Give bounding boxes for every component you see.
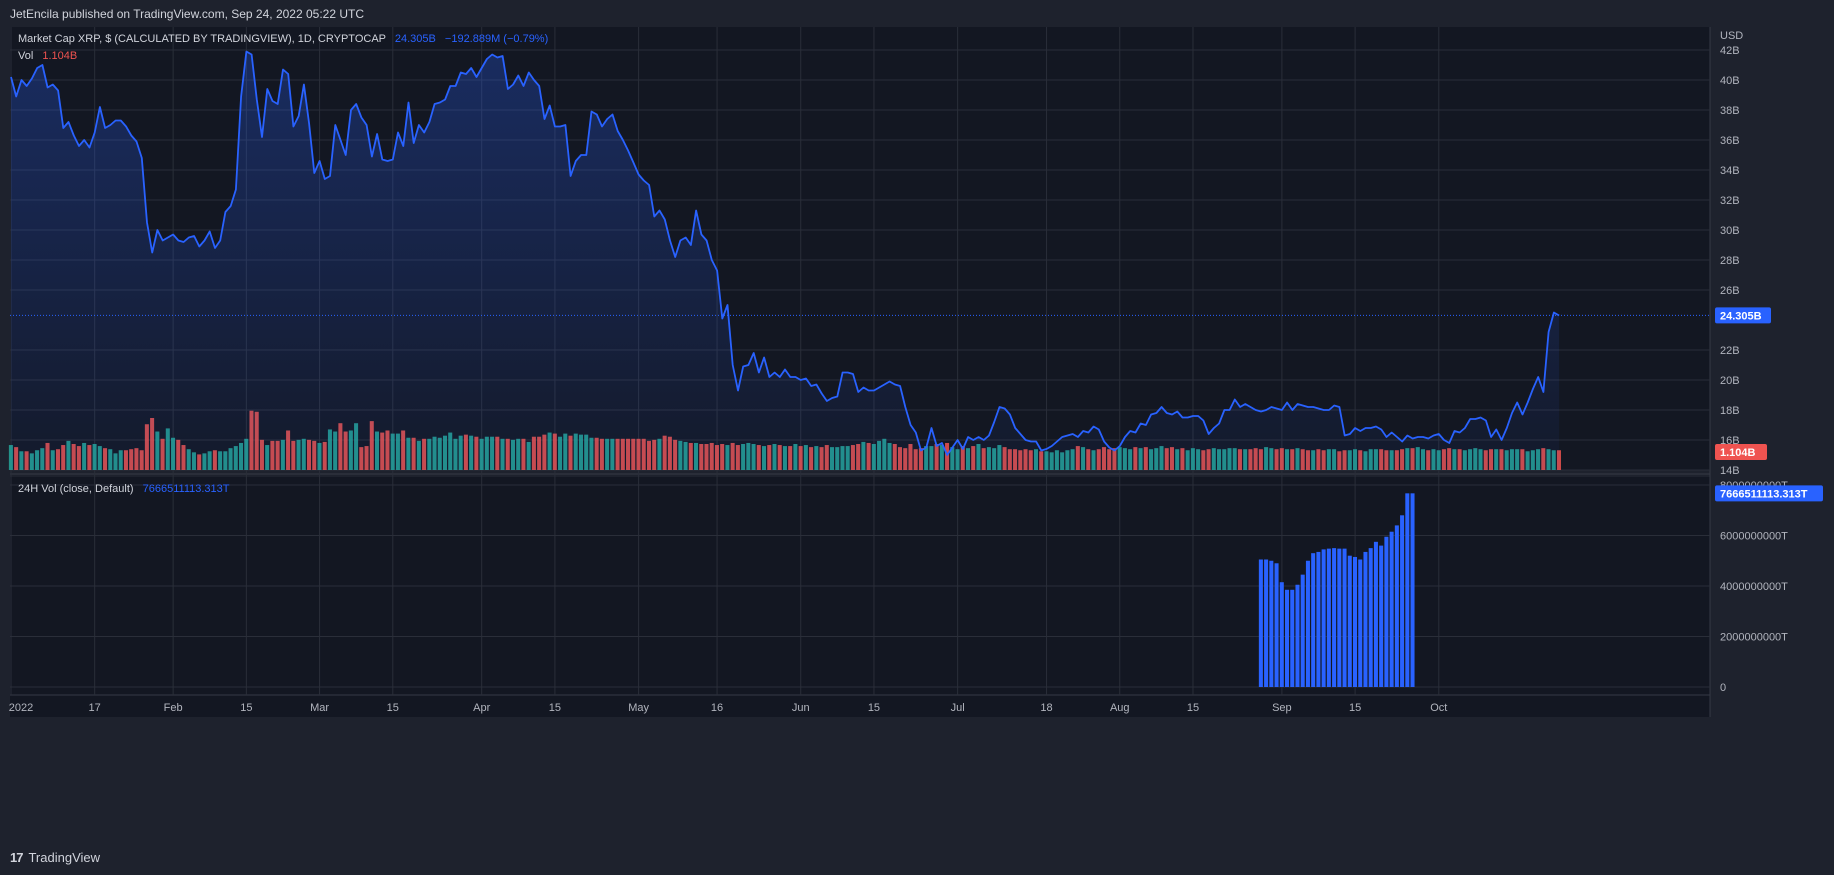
x-tick-label: 15 xyxy=(1349,702,1361,714)
main-legend: Market Cap XRP, $ (CALCULATED BY TRADING… xyxy=(18,33,548,45)
footer[interactable]: 17 TradingView xyxy=(10,850,100,865)
vol24-bar xyxy=(1405,493,1410,687)
vol24-bar xyxy=(1290,589,1295,687)
market-cap-area xyxy=(11,51,1560,470)
main-y-tick-label: 20B xyxy=(1720,375,1740,387)
vol24-bar xyxy=(1279,582,1284,687)
chart-frame[interactable]: 42B 40B 38B 36B 34B 32B 30B 28B 26B 22B 20B 18B 16B 1… xyxy=(0,27,1834,847)
x-tick-label: Mar xyxy=(310,702,329,714)
x-tick-label: 15 xyxy=(1187,702,1199,714)
vol-bar xyxy=(8,445,13,470)
vol24-bar xyxy=(1400,515,1405,687)
vol-legend: Vol 1.104B xyxy=(18,50,77,62)
time-axis-bg xyxy=(10,695,1710,717)
vol24-bar xyxy=(1373,541,1378,687)
vol24-bar xyxy=(1316,551,1321,687)
main-legend-value: 24.305B xyxy=(394,33,436,45)
last-price-badge: 24.305B xyxy=(1720,310,1762,322)
x-tick-label: 16 xyxy=(711,702,723,714)
last-vol-badge-bg xyxy=(1715,444,1767,460)
vol24-bar xyxy=(1368,548,1373,687)
vol24-bar xyxy=(1363,551,1368,687)
x-tick-label: 17 xyxy=(89,702,101,714)
vol24-bar xyxy=(1384,536,1389,687)
tradingview-logo-icon: 17 xyxy=(10,850,24,865)
vol24-bar xyxy=(1326,548,1331,687)
vol24-bar xyxy=(1347,555,1352,687)
x-tick-label: May xyxy=(628,702,649,714)
vol24-bar xyxy=(1410,493,1415,687)
x-tick-label: 18 xyxy=(1040,702,1052,714)
vol24-bar xyxy=(1285,589,1290,687)
vol24-bar xyxy=(1352,556,1358,687)
vol-legend-value: 1.104B xyxy=(42,50,78,62)
main-y-tick-label: 14B xyxy=(1720,465,1740,477)
vol24-bar xyxy=(1311,553,1316,687)
vol24-bar xyxy=(1269,560,1274,687)
main-y-tick-label: 18B xyxy=(1720,405,1740,417)
vol24-legend: 24H Vol (close, Default) 7666511113.313T xyxy=(18,483,229,495)
vol24-y-tick-label: 4000000000T xyxy=(1720,581,1788,593)
market-cap-line xyxy=(10,50,1560,456)
vol-legend-title: Vol xyxy=(18,50,34,62)
x-tick-label: Aug xyxy=(1110,702,1130,714)
vol24-bar xyxy=(1332,548,1337,687)
main-y-tick-label: 40B xyxy=(1720,75,1740,87)
publish-header: JetEncila published on TradingView.com, … xyxy=(10,7,364,21)
vol24-bar xyxy=(1300,574,1305,687)
x-tick-label: Apr xyxy=(473,702,490,714)
vol24-bar xyxy=(1389,531,1394,687)
x-tick-label: 15 xyxy=(240,702,252,714)
x-tick-label: 15 xyxy=(868,702,880,714)
vol24-bar xyxy=(1264,559,1269,687)
chart-svg[interactable]: 42B40B38B36B34B32B30B28B26B22B20B18B16B1… xyxy=(0,27,1834,847)
main-y-tick-label: 22B xyxy=(1720,345,1740,357)
vol24-y-tick-label: 0 xyxy=(1720,682,1726,694)
x-tick-label: Feb xyxy=(164,702,183,714)
tradingview-brand: TradingView xyxy=(28,850,101,865)
main-y-tick-label: 26B xyxy=(1720,285,1740,297)
main-legend-change: −192.889M (−0.79%) xyxy=(444,33,549,45)
main-y-tick-label: 34B xyxy=(1720,165,1740,177)
vol24-bar xyxy=(1337,548,1342,687)
x-tick-label: 15 xyxy=(549,702,561,714)
main-y-tick-label: 38B xyxy=(1720,105,1740,117)
vol24-bar xyxy=(1258,559,1263,687)
main-y-tick-label: 36B xyxy=(1720,135,1740,147)
vol24-y-tick-label: 6000000000T xyxy=(1720,531,1788,543)
vol24-legend-value: 7666511113.313T xyxy=(142,483,230,495)
x-tick-label: Sep xyxy=(1272,702,1292,714)
vol24-bar xyxy=(1274,563,1279,687)
x-tick-label: Jun xyxy=(792,702,810,714)
vol24-bar xyxy=(1379,545,1384,687)
last-price-badge-bg xyxy=(1715,307,1771,324)
vol24-badge: 7666511113.313T xyxy=(1720,488,1808,500)
main-y-tick-label: 28B xyxy=(1720,255,1740,267)
main-legend-title: Market Cap XRP, $ (CALCULATED BY TRADING… xyxy=(18,33,386,45)
x-tick-label: Jul xyxy=(951,702,965,714)
vol24-y-tick-label: 2000000000T xyxy=(1720,632,1788,644)
last-vol-badge: 1.104B xyxy=(1720,447,1756,459)
vol24-legend-title: 24H Vol (close, Default) xyxy=(18,483,134,495)
main-y-tick-label: 32B xyxy=(1720,195,1740,207)
main-y-tick-label: 30B xyxy=(1720,225,1740,237)
main-y-tick-label: 42B xyxy=(1720,45,1740,57)
vol24-bar xyxy=(1295,584,1300,687)
x-tick-label: 15 xyxy=(387,702,399,714)
main-y-unit-label: USD xyxy=(1720,30,1743,42)
vol24-bar xyxy=(1305,560,1310,687)
vol24-bar xyxy=(1358,559,1363,687)
vol24-bar xyxy=(1394,525,1399,687)
x-tick-label: 2022 xyxy=(9,702,33,714)
x-tick-label: Oct xyxy=(1430,702,1447,714)
vol24-badge-bg xyxy=(1715,485,1823,502)
vol24-pane-bg xyxy=(10,477,1710,703)
vol24-bar xyxy=(1321,549,1326,687)
vol24-bar xyxy=(1342,548,1347,687)
